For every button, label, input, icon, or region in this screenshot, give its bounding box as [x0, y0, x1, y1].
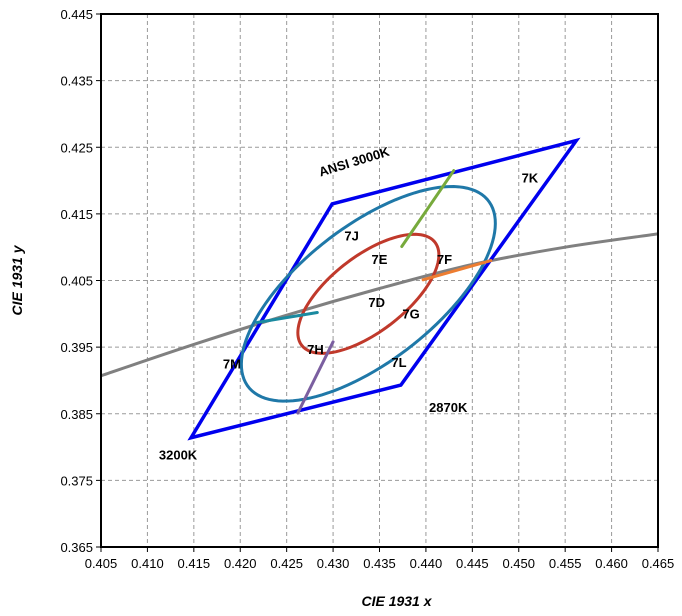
x-tick-label: 0.465	[642, 556, 675, 571]
y-tick-label: 0.445	[60, 7, 93, 22]
label-2870k: 2870K	[429, 400, 468, 415]
label-7l: 7L	[391, 355, 406, 370]
grid-lines	[96, 13, 659, 552]
y-tick-label: 0.365	[60, 540, 93, 555]
y-tick-label: 0.425	[60, 140, 93, 155]
label-ansi-3000k: ANSI 3000K	[317, 144, 392, 180]
y-tick-label: 0.395	[60, 340, 93, 355]
label-3200k: 3200K	[159, 448, 198, 463]
y-tick-label: 0.405	[60, 274, 93, 289]
label-7g: 7G	[402, 306, 419, 321]
x-axis-title: CIE 1931 x	[361, 593, 432, 609]
teal-segment	[255, 310, 319, 324]
plot-frame	[100, 13, 659, 548]
outer-ellipse	[239, 185, 497, 403]
y-tick-label: 0.385	[60, 407, 93, 422]
label-7j: 7J	[344, 229, 358, 244]
label-7k: 7K	[522, 171, 539, 186]
label-7m: 7M	[223, 356, 241, 371]
y-axis-title: CIE 1931 y	[9, 244, 25, 315]
x-tick-label: 0.455	[549, 556, 582, 571]
y-tick-label: 0.435	[60, 74, 93, 89]
label-7d: 7D	[368, 295, 385, 310]
x-tick-label: 0.420	[224, 556, 257, 571]
y-tick-label: 0.375	[60, 473, 93, 488]
x-tick-label: 0.430	[317, 556, 350, 571]
purple-segment	[296, 340, 335, 415]
orange-segment	[421, 259, 493, 282]
ansi-3000k-quadrangle	[187, 137, 581, 441]
label-7f: 7F	[437, 252, 452, 267]
x-tick-label: 0.440	[410, 556, 443, 571]
y-tick-label: 0.415	[60, 207, 93, 222]
x-tick-label: 0.410	[131, 556, 164, 571]
green-segment	[400, 169, 456, 249]
inner-ellipse	[296, 232, 441, 355]
label-7e: 7E	[372, 252, 388, 267]
y-tick-labels: 0.365 0.375 0.385 0.395 0.405 0.415 0.425 0.435…	[60, 7, 93, 555]
region-labels: ANSI 3000K 7K 7J 7E 7F 7D 7G 7H 7L 7M 2870K 3200K	[159, 144, 539, 463]
x-tick-label: 0.435	[363, 556, 396, 571]
x-tick-label: 0.415	[178, 556, 211, 571]
x-tick-label: 0.425	[270, 556, 303, 571]
x-tick-label: 0.445	[456, 556, 489, 571]
plot-content	[101, 137, 658, 441]
x-tick-labels: 0.405 0.410 0.415 0.420 0.425 0.430 0.435 0.440…	[85, 556, 675, 571]
x-tick-label: 0.450	[502, 556, 535, 571]
x-tick-label: 0.405	[85, 556, 118, 571]
planckian-locus-line	[101, 232, 658, 378]
x-tick-label: 0.460	[595, 556, 628, 571]
label-7h: 7H	[307, 342, 324, 357]
